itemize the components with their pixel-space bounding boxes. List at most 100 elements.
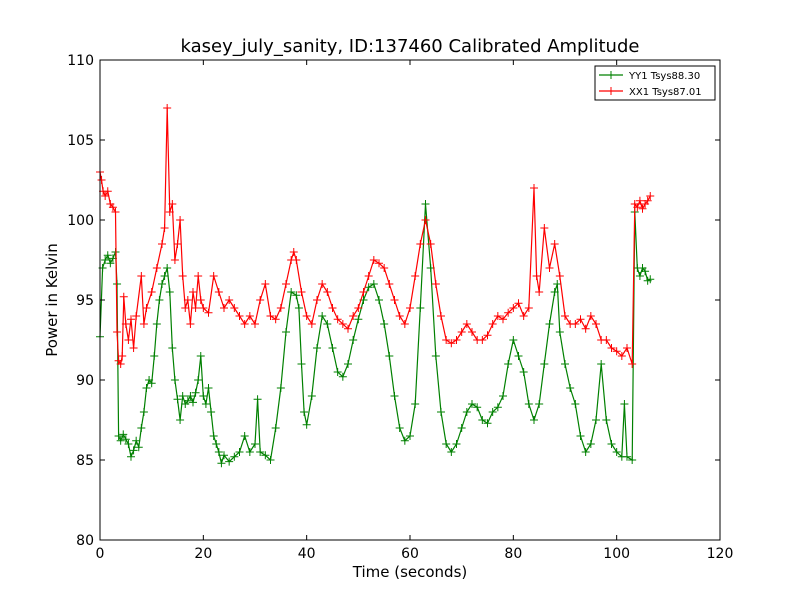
data-point-marker [620, 400, 629, 408]
data-point-marker [230, 452, 239, 461]
data-point-marker [170, 256, 179, 264]
data-point-marker [638, 204, 647, 213]
data-point-marker [400, 436, 409, 445]
data-point-marker [349, 312, 358, 320]
data-point-marker [369, 280, 378, 288]
data-point-marker [101, 192, 110, 200]
data-point-marker [124, 336, 133, 344]
data-point-marker [581, 324, 590, 333]
data-point-marker [488, 320, 497, 328]
data-point-marker [266, 312, 275, 320]
legend-item: XX1 Tsys87.01 [599, 87, 702, 98]
data-point-marker [328, 344, 337, 352]
data-point-marker [282, 280, 290, 288]
data-point-marker [118, 352, 127, 360]
data-point-marker [561, 312, 569, 320]
data-point-marker [235, 448, 244, 456]
data-point-marker [643, 196, 652, 205]
data-point-marker [256, 296, 265, 304]
data-point-marker [137, 424, 146, 432]
data-point-marker [421, 200, 430, 208]
data-point-marker [191, 388, 200, 397]
data-point-marker [176, 216, 185, 224]
data-point-marker [256, 448, 265, 456]
data-point-marker [318, 312, 327, 320]
data-point-marker [504, 360, 513, 368]
data-point-marker [121, 320, 130, 328]
data-point-marker [452, 336, 461, 344]
data-point-marker [344, 324, 352, 333]
data-point-marker [307, 392, 316, 400]
data-point-marker [385, 280, 394, 288]
data-point-marker [220, 304, 228, 312]
data-point-marker [101, 256, 110, 264]
legend-label: YY1 Tsys88.30 [628, 71, 700, 82]
series-1 [96, 200, 655, 468]
data-point-marker [545, 320, 554, 328]
x-tick-label: 60 [401, 546, 419, 562]
data-point-marker [287, 288, 296, 296]
data-point-marker [129, 446, 138, 455]
data-point-marker [447, 339, 456, 348]
data-point-marker [103, 251, 112, 260]
data-point-marker [245, 312, 254, 320]
data-point-marker [178, 272, 187, 280]
data-point-marker [163, 104, 172, 112]
data-point-marker [302, 420, 311, 429]
data-point-marker [509, 304, 518, 312]
data-point-marker [114, 432, 123, 440]
data-point-marker [602, 416, 611, 424]
series-line [99, 107, 651, 366]
data-point-marker [323, 288, 332, 296]
data-point-marker [176, 416, 185, 424]
data-point-marker [416, 240, 425, 248]
data-point-marker [97, 176, 106, 184]
data-point-marker [328, 304, 337, 312]
data-point-marker [271, 424, 280, 432]
data-point-marker [189, 288, 197, 296]
data-point-marker [390, 392, 399, 400]
data-point-marker [147, 379, 156, 388]
data-point-marker [142, 384, 151, 392]
data-point-marker [160, 272, 169, 280]
y-tick-label: 90 [76, 373, 94, 389]
legend-box [594, 65, 716, 101]
data-point-marker [186, 320, 195, 328]
data-point-marker [338, 372, 347, 381]
data-point-marker [235, 312, 244, 320]
data-point-marker [633, 203, 642, 212]
data-point-marker [457, 328, 466, 336]
x-tick-label: 0 [96, 546, 105, 562]
data-point-marker [550, 240, 559, 248]
x-tick-label: 20 [194, 546, 212, 562]
data-point-marker [119, 292, 128, 301]
data-point-marker [375, 296, 383, 304]
data-point-marker [545, 264, 554, 272]
data-point-marker [442, 440, 451, 448]
data-point-marker [488, 408, 497, 416]
data-point-marker [313, 344, 321, 352]
data-point-marker [468, 328, 476, 336]
data-point-marker [354, 315, 363, 324]
data-point-marker [240, 320, 249, 328]
data-point-marker [530, 416, 538, 424]
data-point-marker [119, 430, 128, 439]
data-point-marker [220, 451, 228, 460]
y-tick-label: 95 [76, 293, 94, 309]
data-point-marker [189, 398, 197, 407]
data-point-marker [452, 440, 461, 448]
data-point-marker [111, 208, 120, 216]
data-point-marker [395, 312, 404, 320]
data-point-marker [617, 352, 626, 360]
y-tick-label: 80 [76, 533, 94, 549]
data-point-marker [349, 336, 358, 344]
data-point-marker [395, 424, 404, 432]
data-point-marker [457, 424, 466, 432]
data-point-marker [214, 448, 223, 456]
data-point-marker [245, 448, 254, 456]
data-point-marker [147, 288, 156, 296]
x-tick-label: 100 [603, 546, 630, 562]
data-point-marker [540, 224, 549, 232]
data-point-marker [561, 360, 569, 368]
data-point-marker [524, 400, 533, 408]
